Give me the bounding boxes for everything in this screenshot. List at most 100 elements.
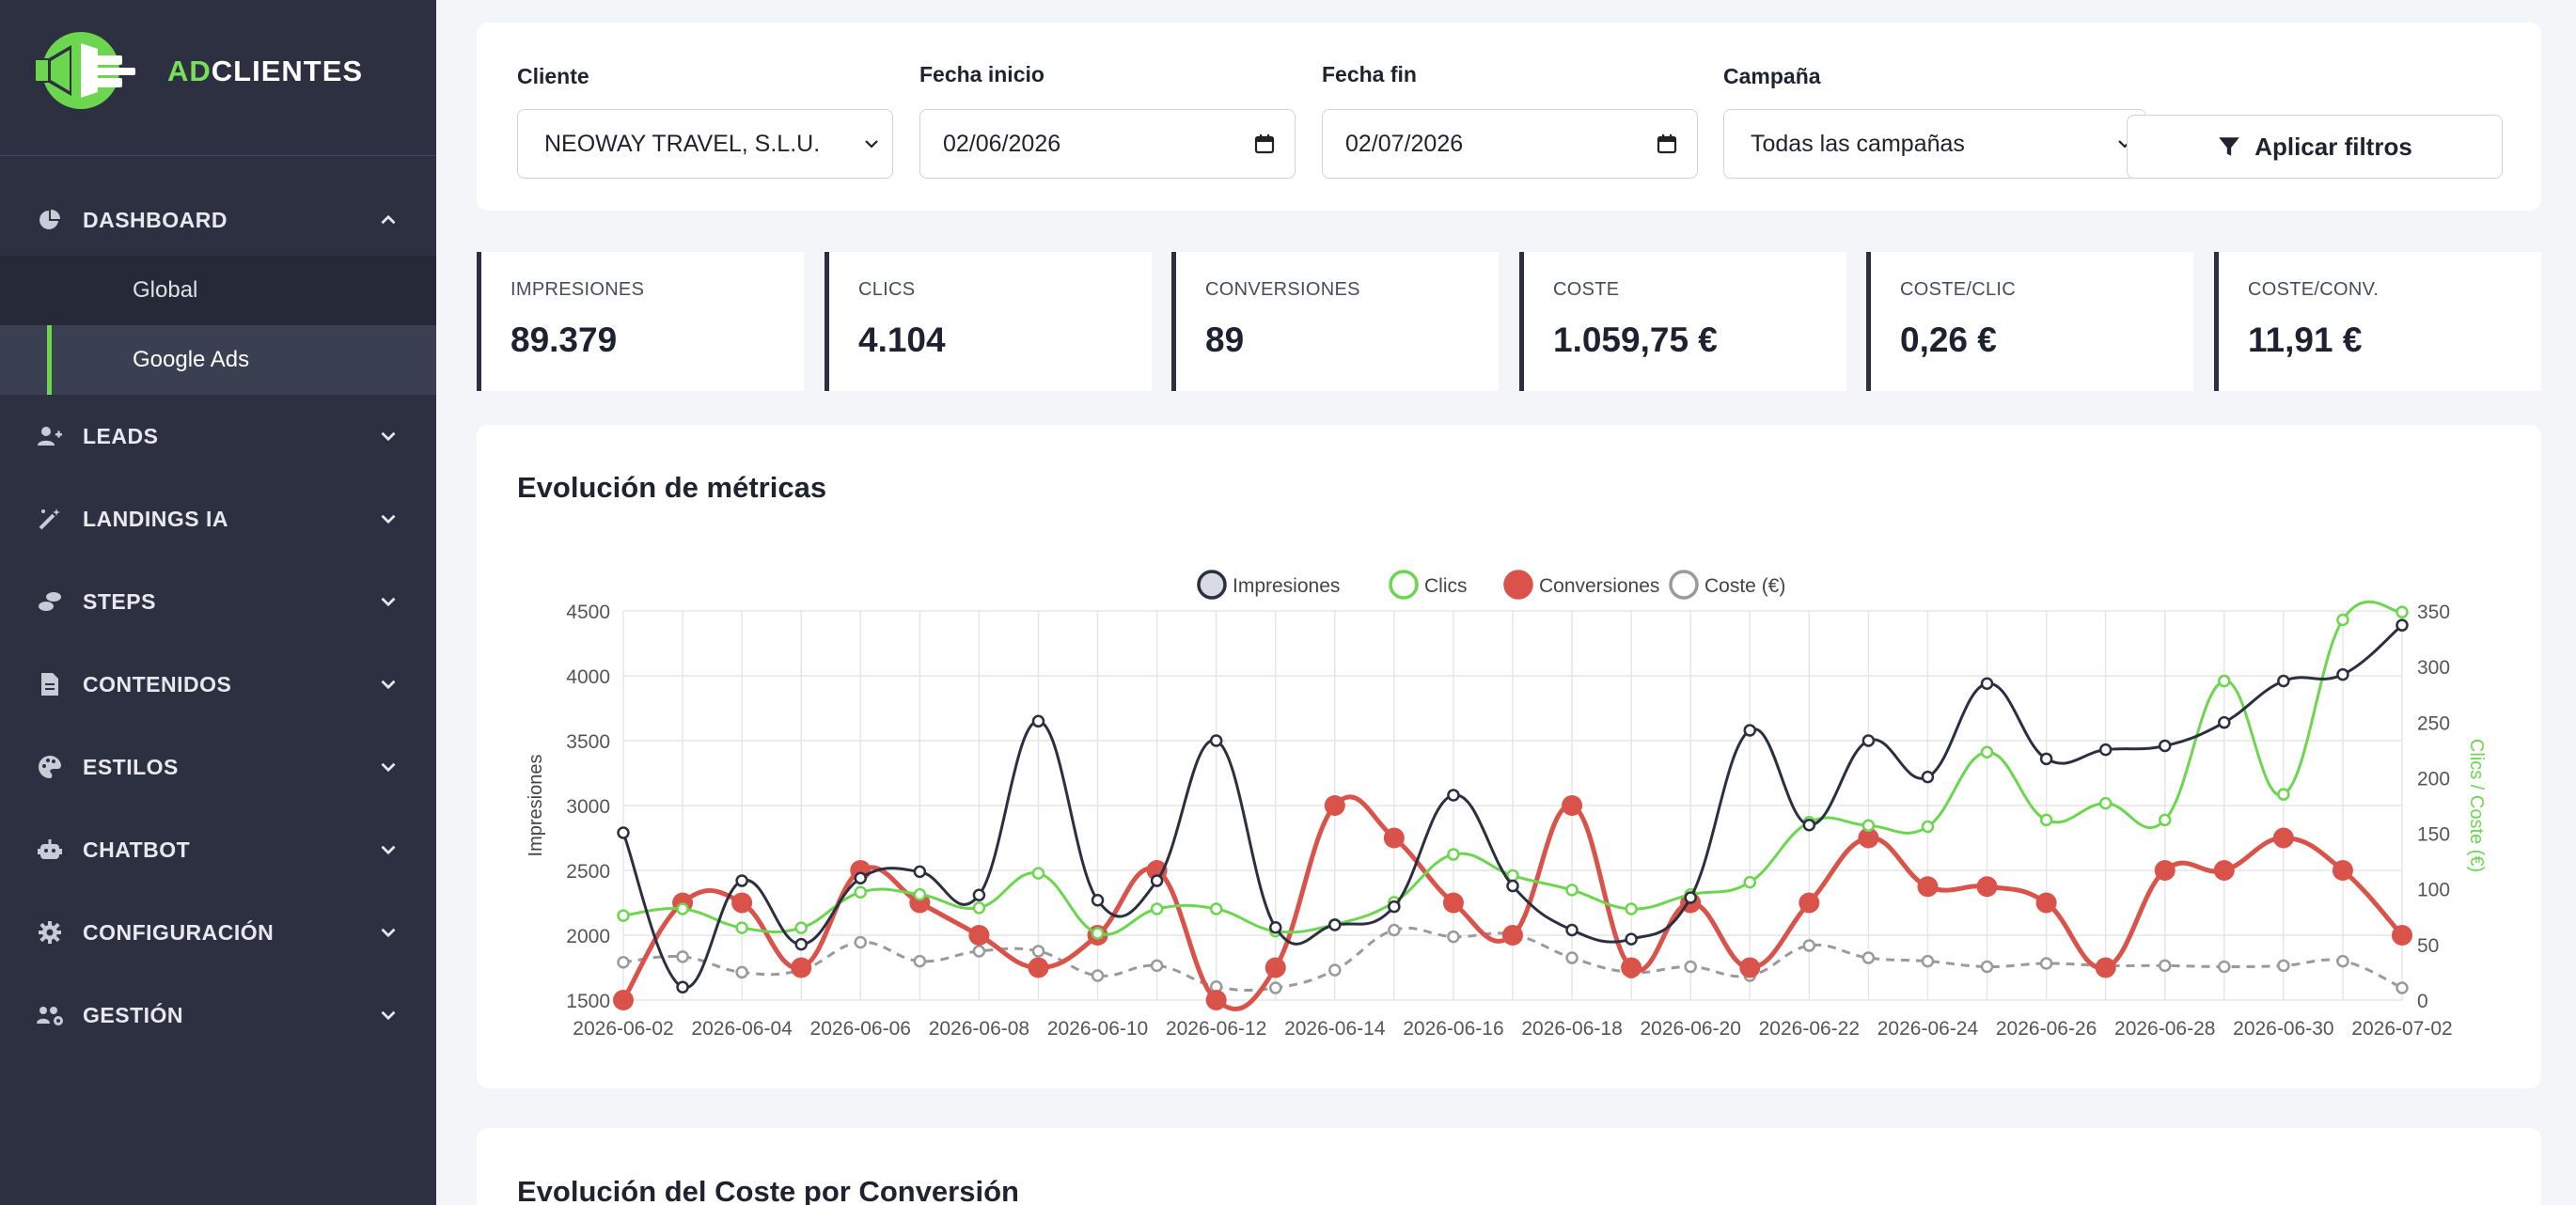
data-point: [854, 871, 868, 885]
data-point: [2039, 813, 2053, 827]
kpi-label: COSTE/CONV.: [2248, 279, 2380, 300]
x-tick-label: 2026-06-02: [573, 1018, 673, 1040]
y2-tick-label: 50: [2417, 935, 2439, 957]
sidebar-item-label: DASHBOARD: [83, 207, 228, 232]
sidebar-subitem-global[interactable]: Global: [0, 256, 436, 325]
legend-label: Coste (€): [1704, 575, 1785, 597]
data-point: [2395, 981, 2409, 994]
fecha-inicio-input[interactable]: 02/06/2026: [919, 109, 1296, 179]
sidebar-subitem-google-ads[interactable]: Google Ads: [0, 325, 436, 395]
y-tick-label: 3000: [566, 796, 610, 818]
data-point: [1684, 891, 1697, 904]
data-point: [1621, 957, 1642, 978]
x-tick-label: 2026-06-28: [2114, 1018, 2215, 1040]
data-point: [676, 950, 689, 963]
data-point: [676, 902, 689, 915]
data-point: [1565, 884, 1579, 897]
sidebar: ADCLIENTES DASHBOARD Global Google Ads L…: [0, 0, 436, 1205]
data-point: [854, 885, 868, 900]
data-point: [913, 865, 927, 879]
cost-per-conversion-title: Evolución del Coste por Conversión: [517, 1175, 1019, 1205]
kpi-label: COSTE/CLIC: [1900, 279, 2017, 300]
data-point: [2277, 788, 2290, 801]
data-point: [2158, 813, 2172, 827]
x-tick-label: 2026-06-20: [1640, 1018, 1740, 1040]
kpi-label: COSTE: [1553, 279, 1620, 300]
data-point: [1798, 892, 1820, 914]
fecha-fin-input[interactable]: 02/07/2026: [1322, 109, 1698, 179]
sidebar-item-label: ESTILOS: [83, 754, 179, 779]
data-point: [1146, 860, 1168, 881]
x-tick-label: 2026-07-02: [2351, 1018, 2452, 1040]
data-point: [1328, 918, 1342, 931]
cliente-select[interactable]: NEOWAY TRAVEL, S.L.U.: [517, 109, 893, 179]
sidebar-item-gestion[interactable]: GESTIÓN: [0, 974, 436, 1056]
y-axis-label: Impresiones: [526, 755, 546, 857]
data-point: [617, 956, 630, 969]
sidebar-item-dashboard[interactable]: DASHBOARD: [0, 184, 436, 256]
data-point: [972, 901, 986, 915]
chevron-down-icon: [381, 431, 396, 442]
sidebar-item-chatbot[interactable]: CHATBOT: [0, 808, 436, 891]
data-point: [1209, 902, 1223, 915]
data-point: [1031, 867, 1045, 880]
sidebar-item-label: GESTIÓN: [83, 1002, 184, 1027]
data-point: [1562, 795, 1583, 816]
sidebar-item-steps[interactable]: STEPS: [0, 560, 436, 643]
data-point: [1442, 892, 1464, 914]
legend-marker: [1503, 570, 1533, 600]
gear-icon: [36, 918, 64, 947]
data-point: [2336, 954, 2349, 968]
file-icon: [36, 670, 64, 698]
data-point: [617, 909, 630, 922]
data-point: [1268, 981, 1282, 994]
y-tick-label: 2000: [566, 926, 610, 947]
data-point: [676, 980, 689, 994]
apply-filters-button[interactable]: Aplicar filtros: [2127, 115, 2503, 179]
kpi-value: 4.104: [858, 321, 946, 359]
fecha-inicio-label: Fecha inicio: [919, 62, 1045, 86]
legend-label: Clics: [1424, 575, 1468, 597]
data-point: [1502, 925, 1523, 946]
data-point: [791, 957, 812, 978]
cost-per-conversion-card: Evolución del Coste por Conversión: [477, 1128, 2541, 1205]
data-point: [1268, 920, 1282, 934]
calendar-icon[interactable]: [1656, 133, 1678, 155]
x-tick-label: 2026-06-10: [1047, 1018, 1148, 1040]
data-point: [2158, 959, 2172, 973]
sidebar-item-label: CHATBOT: [83, 837, 191, 862]
x-tick-label: 2026-06-16: [1403, 1018, 1503, 1040]
sidebar-item-configuracion[interactable]: CONFIGURACIÓN: [0, 891, 436, 974]
y2-tick-label: 300: [2417, 657, 2450, 679]
y2-tick-label: 200: [2417, 768, 2450, 790]
data-point: [968, 925, 990, 946]
campana-select[interactable]: Todas las campañas: [1723, 109, 2146, 179]
calendar-icon[interactable]: [1253, 133, 1276, 155]
y-tick-label: 4500: [566, 602, 610, 623]
chevron-down-icon: [381, 1010, 396, 1021]
x-tick-label: 2026-06-14: [1284, 1018, 1386, 1040]
steps-icon: [36, 587, 64, 616]
kpi-label: CLICS: [858, 279, 916, 300]
data-point: [1976, 876, 1998, 898]
chevron-down-icon: [381, 514, 396, 524]
data-point: [1565, 951, 1579, 964]
data-point: [1861, 819, 1876, 833]
y2-tick-label: 250: [2417, 712, 2450, 734]
sidebar-item-landings-ia[interactable]: LANDINGS IA: [0, 477, 436, 560]
brand-prefix: AD: [167, 55, 212, 87]
filters-card: Cliente NEOWAY TRAVEL, S.L.U. Fecha inic…: [477, 23, 2541, 211]
y-tick-label: 2500: [566, 861, 610, 883]
sidebar-item-leads[interactable]: LEADS: [0, 395, 436, 477]
kpi-value: 89: [1205, 321, 1245, 359]
sidebar-item-contenidos[interactable]: CONTENIDOS: [0, 643, 436, 726]
data-point: [2039, 957, 2053, 970]
x-tick-label: 2026-06-08: [929, 1018, 1029, 1040]
metrics-chart: 1500 2000 2500 3000 3500 4000 4500 0 50 100 150 200…: [526, 570, 2487, 1040]
sidebar-item-estilos[interactable]: ESTILOS: [0, 726, 436, 808]
data-point: [735, 874, 748, 887]
data-point: [2392, 925, 2412, 946]
data-point: [1150, 874, 1164, 887]
data-point: [2336, 667, 2349, 681]
data-point: [854, 935, 868, 949]
